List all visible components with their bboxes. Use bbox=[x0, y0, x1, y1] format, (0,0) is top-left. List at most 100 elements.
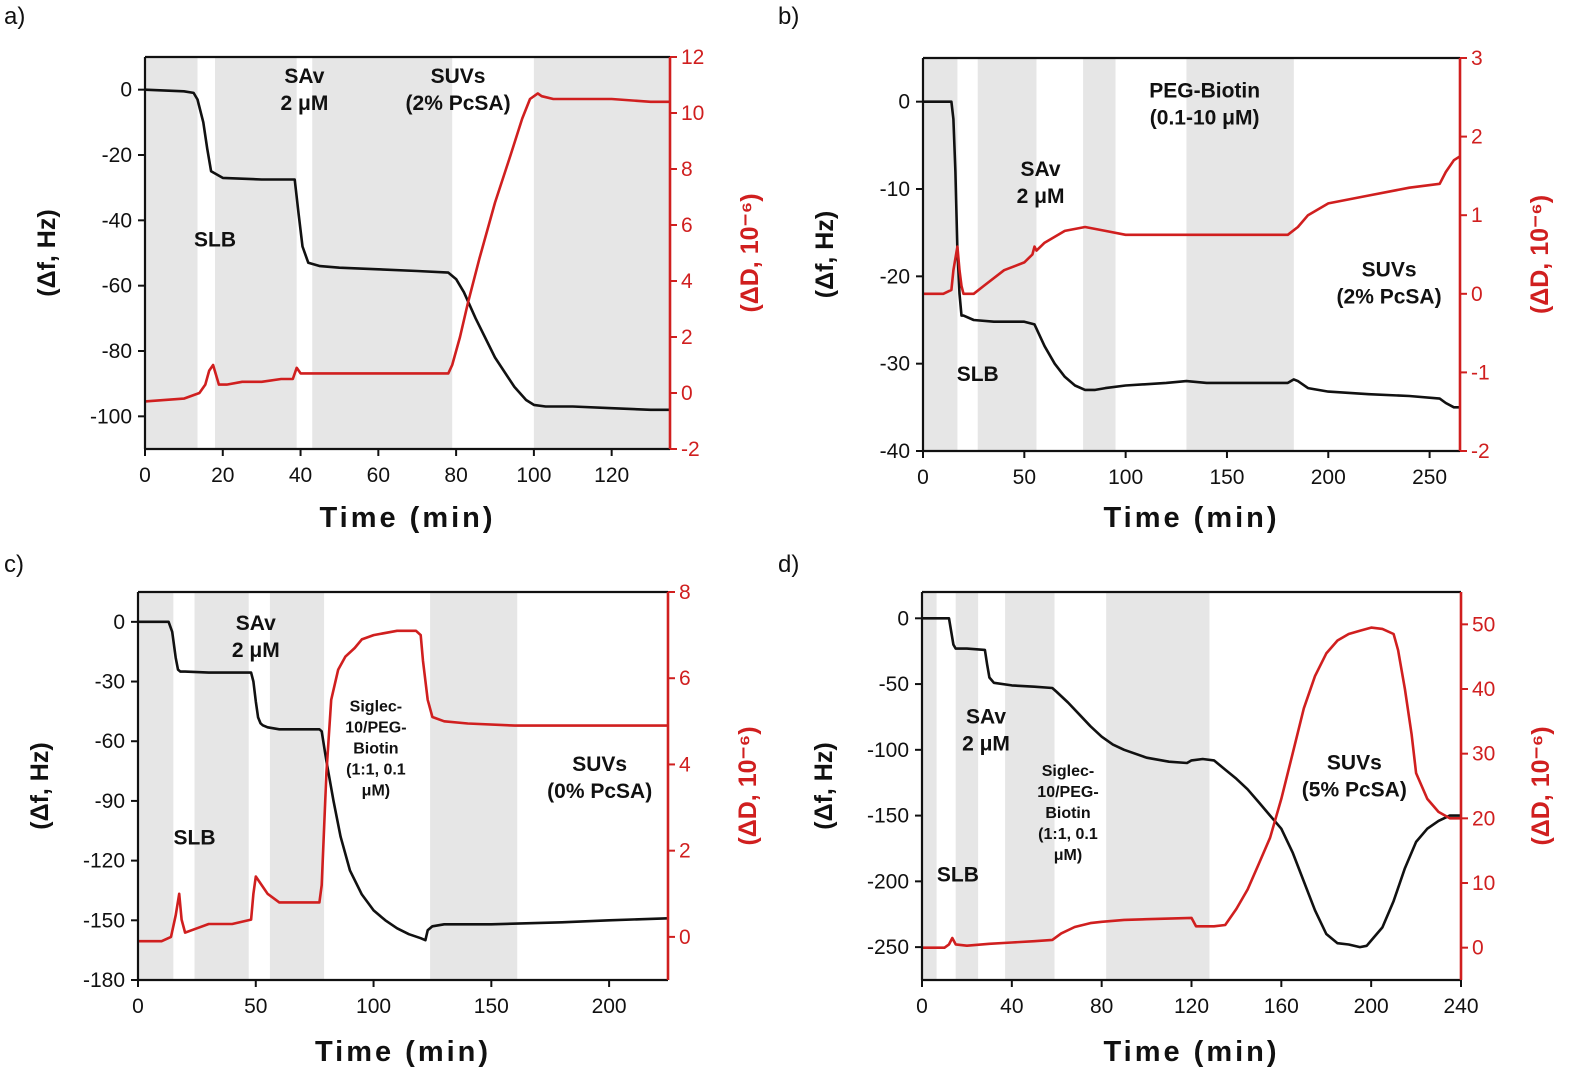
annotation-label: SUVs (2% PcSA) bbox=[406, 65, 511, 115]
annotation-line: 2 μM bbox=[962, 733, 1010, 756]
annotation-label: SUVs (5% PcSA) bbox=[1302, 752, 1407, 802]
y2-tick-label: 30 bbox=[1472, 743, 1495, 766]
annotation-line: (1:1, 0.1 bbox=[346, 761, 406, 778]
series-dissipation-line bbox=[923, 155, 1461, 296]
y-tick-label: -50 bbox=[879, 673, 909, 696]
annotation-label: PEG-Biotin (0.1-10 μM) bbox=[1149, 79, 1260, 129]
y-tick-label: -30 bbox=[880, 353, 910, 376]
x-tick-label: 100 bbox=[1108, 466, 1143, 489]
y-tick-label: -20 bbox=[102, 144, 132, 167]
x-tick-label: 40 bbox=[289, 464, 312, 487]
y-tick-label: -10 bbox=[880, 178, 910, 201]
y2-tick-label: 10 bbox=[1472, 872, 1495, 895]
annotation-label: SLB bbox=[937, 863, 979, 886]
annotation-line: 10/PEG- bbox=[345, 719, 406, 736]
y2-tick-label: 8 bbox=[679, 581, 691, 604]
x-axis-label: Time (min) bbox=[1103, 502, 1279, 534]
panel-a: a)0 20 40 60 80 100 1200-20-40-60-80-100-20246… bbox=[4, 3, 764, 534]
annotation-line: SLB bbox=[194, 228, 236, 251]
y2-axis-label: (ΔD, 10⁻⁶) bbox=[1526, 195, 1554, 314]
annotation-label: SLB bbox=[174, 827, 216, 850]
x-tick-label: 120 bbox=[594, 464, 629, 487]
x-tick-label: 150 bbox=[1209, 466, 1244, 489]
y-axis-label: (Δf, Hz) bbox=[811, 211, 839, 298]
y-tick-label: -20 bbox=[880, 265, 910, 288]
annotation-line: SLB bbox=[937, 863, 979, 886]
y-tick-label: -200 bbox=[867, 870, 909, 893]
annotation-label: SAv 2 μM bbox=[1017, 158, 1065, 208]
x-axis-label: Time (min) bbox=[315, 1036, 491, 1068]
y2-tick-label: 6 bbox=[681, 214, 693, 237]
x-tick-label: 240 bbox=[1443, 995, 1478, 1018]
panel-c: c) 0 50 100 150 200 0 -30 -60 -90 -120 -150 -180 0 2 4 6… bbox=[4, 551, 762, 1068]
series-dissipation-line bbox=[138, 629, 668, 943]
x-tick-label: 40 bbox=[1000, 995, 1023, 1018]
y2-tick-label: 50 bbox=[1472, 613, 1495, 636]
y-axis-label: (Δf, Hz) bbox=[33, 209, 61, 296]
series-dissipation-line bbox=[144, 92, 670, 403]
annotation-line: (2% PcSA) bbox=[1337, 285, 1442, 308]
x-tick-label: 200 bbox=[1311, 466, 1346, 489]
x-tick-label: 200 bbox=[592, 995, 627, 1018]
y-axis-label: (Δf, Hz) bbox=[26, 742, 54, 829]
annotation-line: SAv bbox=[966, 706, 1006, 729]
annotation-line: SUVs bbox=[1362, 258, 1417, 281]
panel-label: c) bbox=[4, 551, 24, 578]
x-tick-label: 200 bbox=[1354, 995, 1389, 1018]
shaded-interval bbox=[1186, 58, 1294, 451]
y-tick-label: -60 bbox=[95, 730, 125, 753]
annotation-line: SAv bbox=[284, 65, 324, 88]
y2-axis-label: (ΔD, 10⁻⁶) bbox=[736, 193, 764, 312]
x-tick-label: 0 bbox=[139, 464, 151, 487]
y-tick-label: -30 bbox=[95, 671, 125, 694]
x-tick-label: 50 bbox=[244, 995, 267, 1018]
annotation-label: Siglec- 10/PEG- Biotin (1:1, 0.1 μM) bbox=[345, 698, 406, 799]
annotation-line: Siglec- bbox=[1042, 763, 1094, 780]
y2-tick-label: -2 bbox=[681, 438, 700, 461]
y-tick-label: -80 bbox=[102, 340, 132, 363]
annotation-line: μM) bbox=[362, 782, 390, 799]
y2-axis-label: (ΔD, 10⁻⁶) bbox=[734, 726, 762, 845]
x-tick-label: 50 bbox=[1013, 466, 1036, 489]
shaded-interval bbox=[138, 592, 174, 980]
annotation-line: Siglec- bbox=[350, 698, 402, 715]
y-axis-label: (Δf, Hz) bbox=[810, 742, 838, 829]
series-frequency-line bbox=[138, 620, 669, 942]
annotation-line: 2 μM bbox=[281, 92, 329, 115]
shaded-interval bbox=[430, 592, 518, 980]
y2-tick-label: 20 bbox=[1472, 807, 1495, 830]
y2-tick-label: 0 bbox=[1471, 283, 1483, 306]
annotation-line: (5% PcSA) bbox=[1302, 779, 1407, 802]
annotation-line: 2 μM bbox=[232, 639, 280, 662]
y-tick-label: 0 bbox=[898, 91, 910, 114]
annotation-label: Siglec- 10/PEG- Biotin (1:1, 0.1 μM) bbox=[1037, 763, 1098, 864]
y2-tick-label: 2 bbox=[1471, 126, 1483, 149]
series-frequency-line bbox=[144, 88, 670, 412]
annotation-label: SLB bbox=[957, 363, 999, 386]
shaded-interval bbox=[145, 57, 198, 449]
shaded-interval bbox=[1083, 58, 1116, 451]
annotation-label: SUVs (0% PcSA) bbox=[547, 753, 652, 803]
y-tick-label: -100 bbox=[90, 405, 132, 428]
annotation-line: SUVs bbox=[431, 65, 486, 88]
annotation-line: PEG-Biotin bbox=[1149, 79, 1260, 102]
y-tick-label: 0 bbox=[120, 79, 132, 102]
y2-tick-label: -2 bbox=[1471, 440, 1490, 463]
x-tick-label: 80 bbox=[444, 464, 467, 487]
x-tick-label: 120 bbox=[1174, 995, 1209, 1018]
annotation-label: SAv 2 μM bbox=[962, 706, 1010, 756]
annotation-line: 2 μM bbox=[1017, 185, 1065, 208]
x-axis-label: Time (min) bbox=[1103, 1036, 1279, 1068]
y2-tick-label: 8 bbox=[681, 158, 693, 181]
y-tick-label: -90 bbox=[95, 790, 125, 813]
y-tick-label: 0 bbox=[113, 611, 125, 634]
annotation-line: SAv bbox=[1020, 158, 1060, 181]
y2-tick-label: 10 bbox=[681, 102, 704, 125]
y2-tick-label: 4 bbox=[681, 270, 693, 293]
annotation-label: SLB bbox=[194, 228, 236, 251]
shaded-interval bbox=[194, 592, 249, 980]
y2-tick-label: 0 bbox=[681, 382, 693, 405]
y2-tick-label: 12 bbox=[681, 46, 704, 69]
